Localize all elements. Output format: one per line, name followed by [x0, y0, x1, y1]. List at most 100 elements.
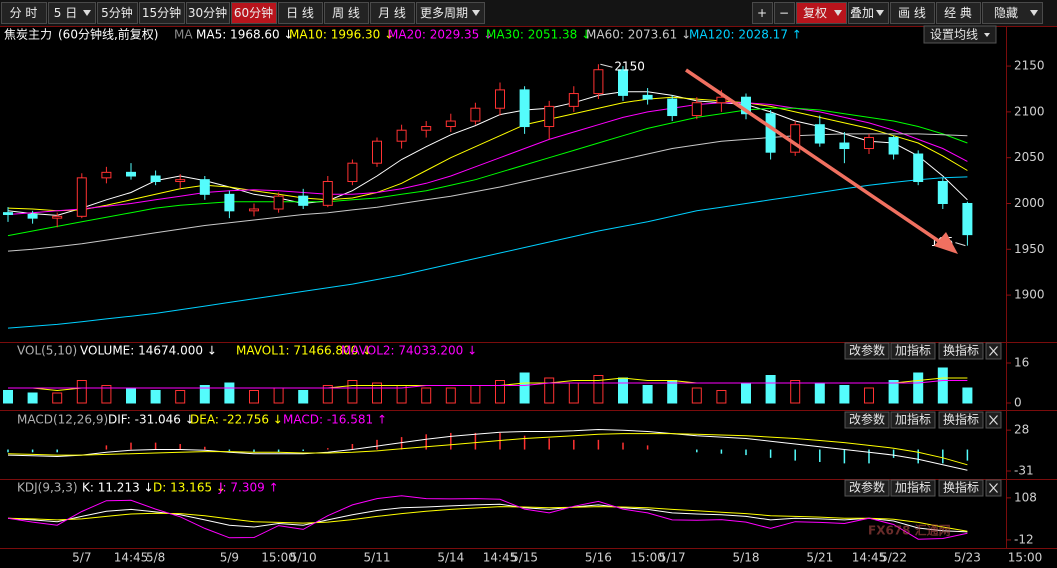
toolbar-button[interactable] [48, 2, 96, 24]
settings-label: 设置均线 [930, 28, 978, 42]
candle-body [76, 177, 87, 217]
candle-body [52, 215, 63, 219]
volume-bar [3, 390, 13, 404]
volume-bar [126, 387, 136, 404]
x-tick-label: 14:45 [483, 551, 518, 565]
toolbar-label: 更多周期 [420, 6, 468, 20]
candle-body [126, 171, 136, 177]
candle-body [642, 94, 653, 100]
toolbar-button[interactable] [370, 2, 415, 24]
toolbar-label: 周 线 [332, 6, 360, 20]
candle-body [372, 140, 382, 164]
x-tick-label: 15:00 [261, 551, 296, 565]
panel-title: KDJ(9,3,3) [17, 481, 78, 495]
toolbar-button[interactable] [324, 2, 369, 24]
candle-body [568, 93, 579, 107]
annotation-pointer [955, 242, 966, 247]
panel-borders [0, 26, 1057, 549]
toolbar-button[interactable] [186, 2, 230, 24]
volume-bar [913, 372, 924, 404]
toolbar-button[interactable] [416, 2, 485, 24]
indicator-line [7, 428, 968, 471]
legend-item: VOLUME: 14674.000 ↓ [80, 344, 217, 358]
volume-bar [150, 390, 161, 404]
legend-item: MACD: -16.581 ↑ [283, 413, 387, 427]
volume-bar [372, 382, 382, 404]
trend-arrowhead [934, 232, 958, 254]
candle-body [716, 96, 727, 104]
candle-body [544, 105, 555, 128]
toolbar-button[interactable] [752, 2, 773, 24]
panel-button[interactable] [938, 479, 984, 497]
toolbar-button[interactable] [890, 2, 935, 24]
toolbar-button[interactable] [278, 2, 323, 24]
toolbar-button[interactable] [774, 2, 795, 24]
watermark: FX678 汇通网 [868, 523, 951, 538]
toolbar-button[interactable] [97, 2, 138, 24]
annotation: 2150 [614, 60, 645, 74]
annotation-pointer [600, 63, 613, 68]
candle-body [790, 124, 801, 153]
toolbar-button[interactable] [231, 2, 277, 24]
legend-item: MA5: 1968.60 ↓ [196, 28, 294, 42]
volume-bar [716, 390, 727, 404]
x-tick-label: 5/21 [806, 551, 833, 565]
toolbar-button[interactable] [936, 2, 981, 24]
toolbar-label: 画 线 [898, 6, 926, 20]
x-tick-label: 5/9 [220, 551, 239, 565]
y-tick-label: 16 [1014, 356, 1029, 370]
volume-bar [544, 377, 555, 404]
legend-item: MA120: 2028.17 ↑ [689, 28, 802, 42]
panel-button[interactable] [938, 411, 984, 429]
candle-body [322, 181, 333, 206]
candle-body [445, 120, 456, 128]
panel-button[interactable] [938, 342, 984, 360]
volume-bar [814, 382, 825, 404]
volume-bar [741, 382, 751, 404]
volume-bar [52, 392, 63, 404]
legend-item: MAVOL2: 74033.200 ↓ [341, 344, 477, 358]
panel-button[interactable] [844, 479, 890, 497]
candle-body [470, 107, 481, 122]
panel-button[interactable] [844, 342, 890, 360]
candle-body [667, 98, 678, 117]
panel-button[interactable] [890, 342, 936, 360]
x-tick-label: 5/16 [585, 551, 612, 565]
toolbar-button[interactable] [139, 2, 185, 24]
toolbar-button[interactable] [1, 2, 47, 24]
y-tick-label: 108 [1014, 490, 1037, 504]
volume-bar [298, 390, 309, 404]
volume-bar [691, 387, 702, 404]
candle-body [814, 124, 825, 144]
close-icon [989, 483, 998, 493]
panel-button[interactable] [890, 411, 936, 429]
candle-body [495, 89, 505, 109]
panel-button[interactable] [890, 479, 936, 497]
x-tick-label: 14:45 [852, 551, 887, 565]
settings-button[interactable] [923, 25, 997, 44]
candle-body [224, 193, 235, 212]
candle-body [519, 89, 530, 128]
y-tick-label: -31 [1014, 464, 1034, 478]
dropdown-arrow [472, 10, 480, 16]
candle-body [27, 213, 38, 219]
panel-button-label: 换指标 [943, 343, 979, 358]
candle-body [421, 126, 432, 131]
toolbar-button[interactable] [982, 2, 1043, 24]
candle-body [839, 142, 850, 150]
x-tick-label: 14:45 [114, 551, 149, 565]
indicator-line [7, 433, 968, 466]
toolbar-button[interactable] [796, 2, 847, 24]
volume-bar [273, 387, 284, 404]
indicator-line [7, 102, 968, 215]
panel-title: VOL(5,10) [17, 344, 77, 358]
x-end-label: 15:00 [1008, 551, 1043, 565]
volume-bar [175, 390, 186, 404]
panel-button[interactable] [844, 411, 890, 429]
volume-bar [937, 367, 948, 404]
volume-bar [765, 375, 776, 404]
toolbar-button[interactable] [848, 2, 889, 24]
toolbar-label: + [757, 6, 767, 20]
panel-button-label: 改参数 [849, 343, 885, 358]
